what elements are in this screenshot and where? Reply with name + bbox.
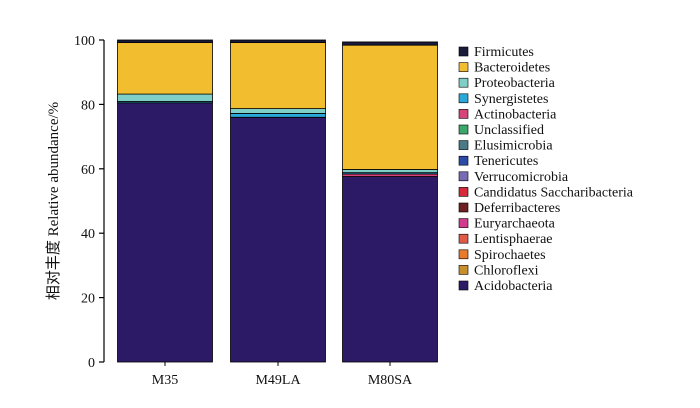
y-axis-label: 相对丰度 Relative abundance/% xyxy=(45,102,62,300)
legend-label: Verrucomicrobia xyxy=(474,170,569,185)
legend-swatch xyxy=(458,62,469,72)
legend-label: Candidatus Saccharibacteria xyxy=(474,185,634,200)
legend-swatch xyxy=(458,218,469,228)
legend-swatch xyxy=(458,155,469,166)
legend-label: Acidobacteria xyxy=(474,279,553,294)
legend-label: Proteobacteria xyxy=(474,76,556,91)
legend-label: Unclassified xyxy=(474,123,544,138)
x-tick-label: M49LA xyxy=(255,373,301,388)
y-tick-label: 100 xyxy=(74,34,95,49)
legend-label: Deferribacteres xyxy=(474,201,560,216)
legend-label: Bacteroidetes xyxy=(474,61,550,76)
legend-swatch xyxy=(458,265,469,275)
legend-label: Actinobacteria xyxy=(474,107,557,122)
bar-segment-firmicutes-m35 xyxy=(117,39,213,43)
bar-segment-bacteroidetes-m49la xyxy=(230,42,326,109)
legend-label: Lentisphaerae xyxy=(474,232,553,247)
legend-label: Spirochaetes xyxy=(474,248,546,263)
y-tick-label: 40 xyxy=(81,227,95,242)
bar-segment-proteobacteria-m49la xyxy=(230,108,326,114)
bar-segment-proteobacteria-m80sa xyxy=(342,169,438,174)
bar-segment-proteobacteria-m35 xyxy=(117,93,213,102)
bar-segment-acidobacteria-m35 xyxy=(117,102,213,363)
x-tick-label: M35 xyxy=(152,373,178,388)
legend-label: Elusimicrobia xyxy=(474,139,553,154)
legend-swatch xyxy=(458,140,469,150)
legend-swatch xyxy=(458,249,469,260)
bar-segment-synergistetes-m49la xyxy=(230,113,326,118)
legend-label: Euryarchaeota xyxy=(474,217,556,232)
legend-label: Firmicutes xyxy=(474,45,534,60)
legend-swatch xyxy=(458,280,469,291)
legend-label: Synergistetes xyxy=(474,92,548,107)
legend-swatch xyxy=(458,77,469,88)
bars-layer xyxy=(117,39,438,363)
legend-swatch xyxy=(458,109,469,119)
legend-swatch xyxy=(458,46,469,57)
bar-segment-acidobacteria-m49la xyxy=(230,116,326,363)
legend-swatch xyxy=(458,171,469,182)
y-tick-label: 20 xyxy=(81,292,95,307)
y-tick-label: 80 xyxy=(81,98,95,113)
legend-swatch xyxy=(458,233,469,244)
bar-segment-bacteroidetes-m35 xyxy=(117,42,213,95)
bar-segment-acidobacteria-m80sa xyxy=(342,176,438,363)
x-tick-label: M80SA xyxy=(368,373,413,388)
legend-swatch xyxy=(458,187,469,197)
legend-label: Tenericutes xyxy=(474,154,538,169)
axes-layer: M35 M49LA M80SA 0 20 40 60 80 100 xyxy=(74,34,413,388)
legend-swatch xyxy=(458,124,469,135)
bar-segment-firmicutes-m49la xyxy=(230,39,326,43)
y-tick-label: 60 xyxy=(81,163,95,178)
legend-swatch xyxy=(458,93,469,104)
legend-label: Chloroflexi xyxy=(474,263,539,278)
bar-segment-firmicutes-m80sa xyxy=(342,41,438,46)
legend: FirmicutesBacteroidetesProteobacteriaSyn… xyxy=(458,45,634,294)
bar-segment-bacteroidetes-m80sa xyxy=(342,44,438,170)
y-tick-label: 0 xyxy=(88,356,95,371)
legend-swatch xyxy=(458,202,469,213)
